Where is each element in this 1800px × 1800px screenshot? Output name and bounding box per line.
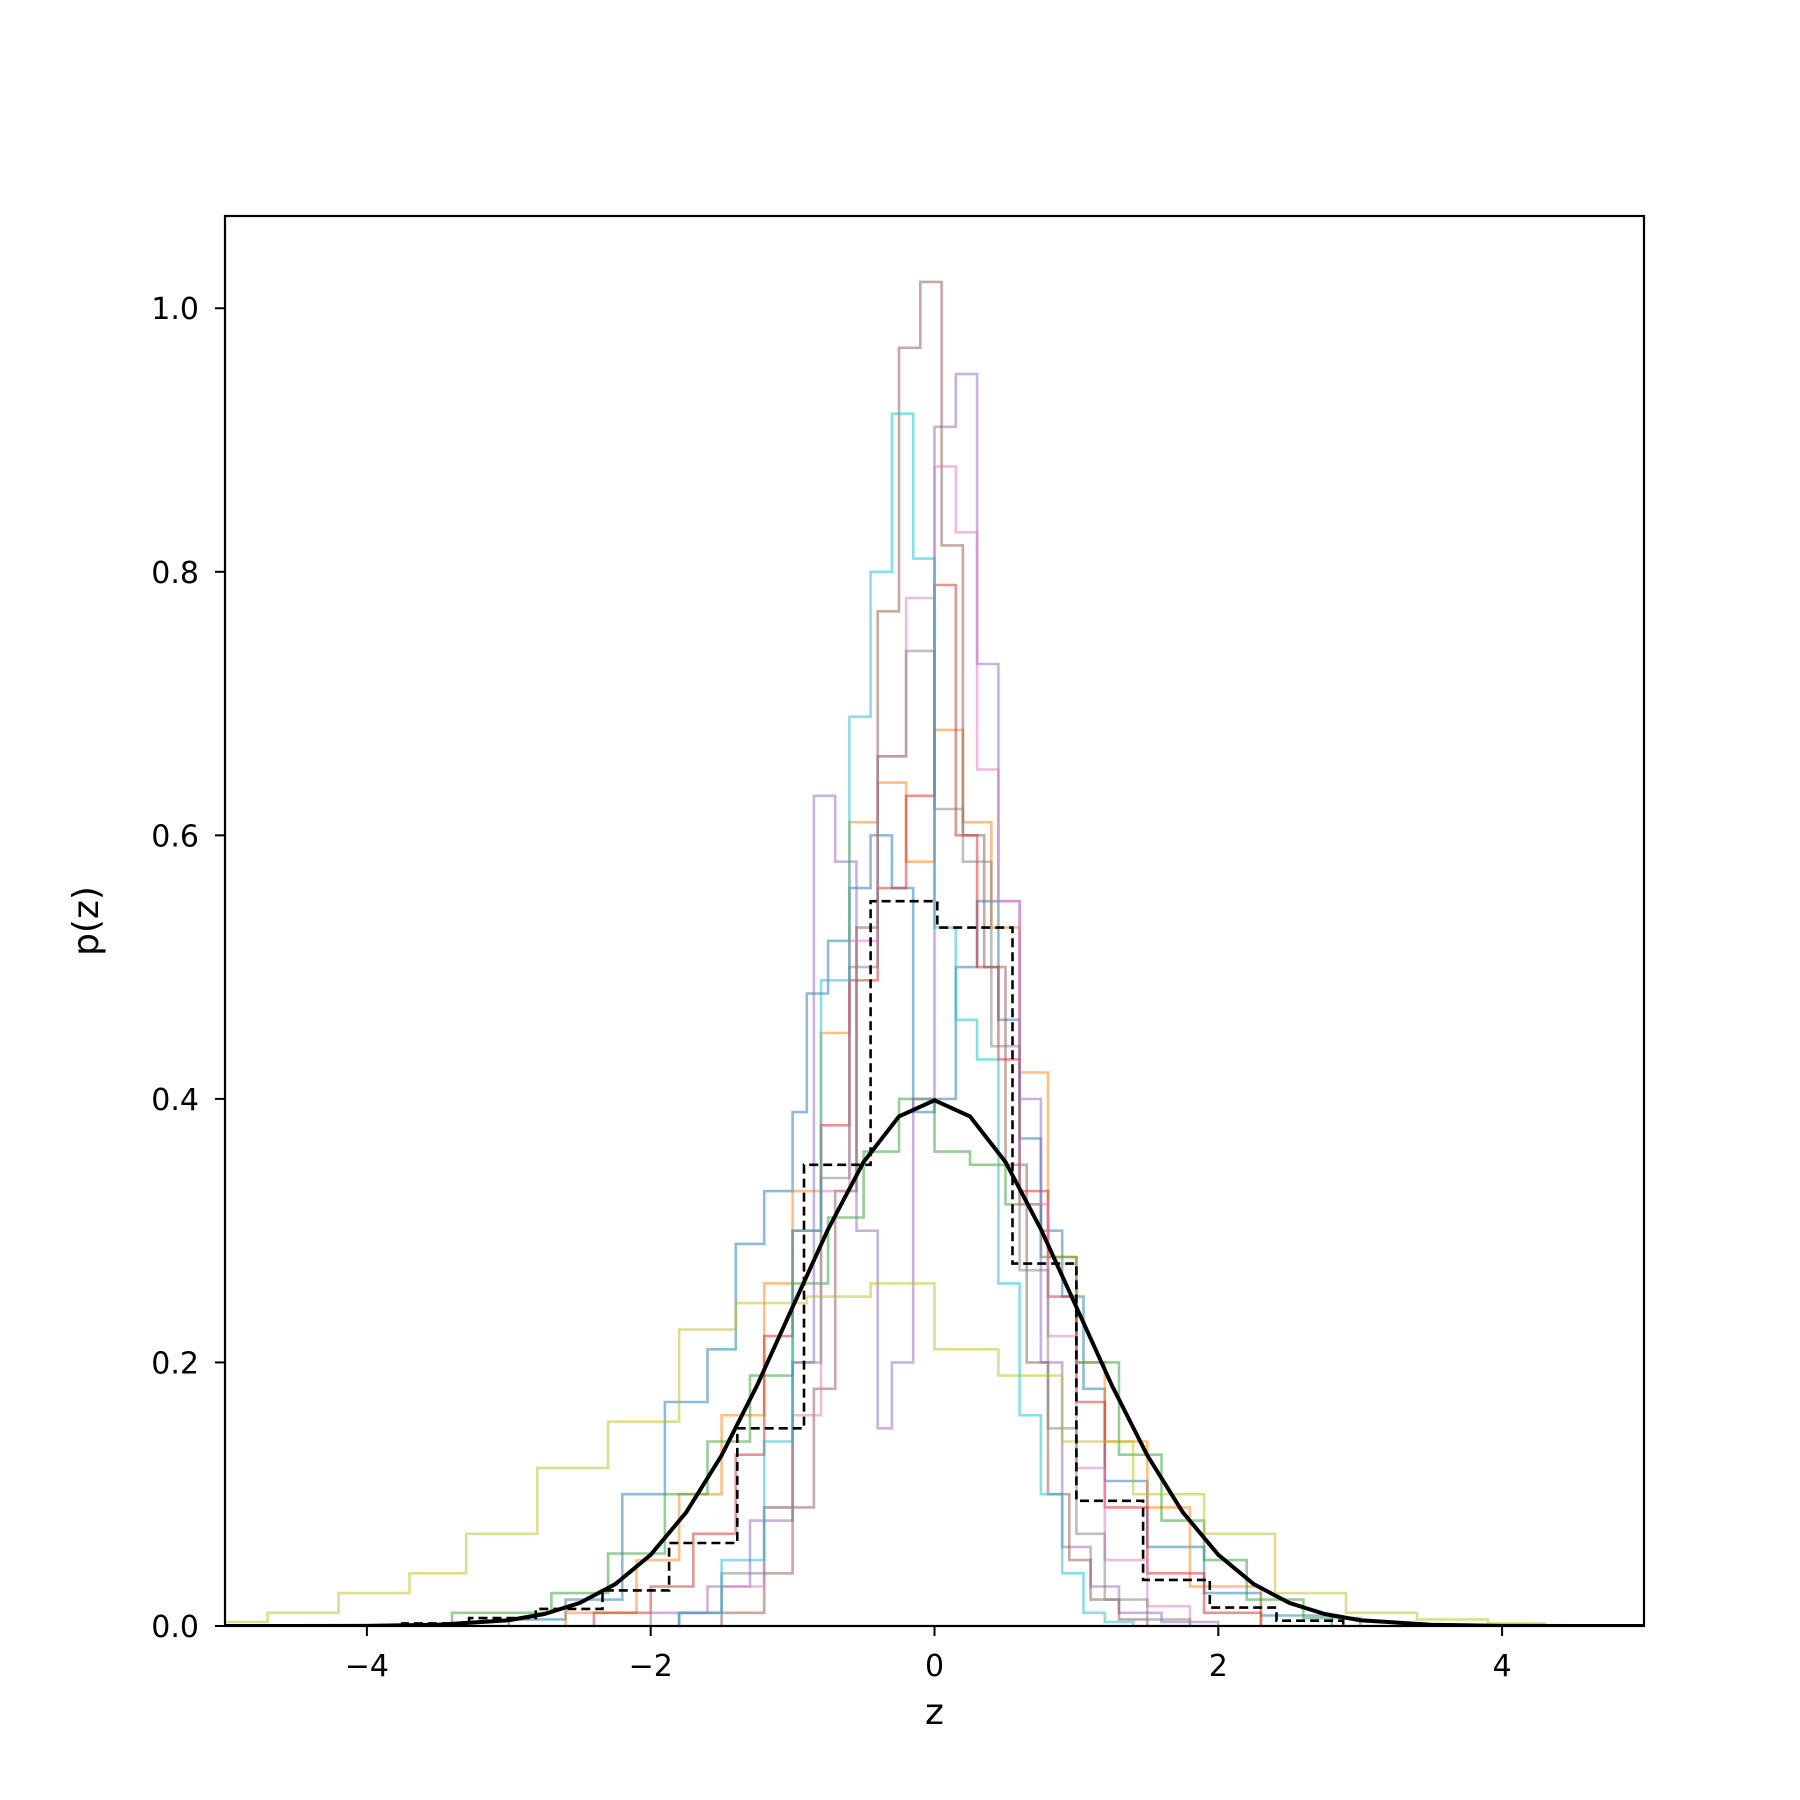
y-tick-label: 0.8 — [151, 556, 199, 591]
y-axis: 0.0 0.2 0.4 0.6 0.8 1.0 — [151, 292, 225, 1645]
x-tick-label: 4 — [1493, 1649, 1512, 1684]
histogram-series-8 — [225, 1282, 1546, 1626]
y-tick-label: 0.4 — [151, 1083, 199, 1118]
x-tick-label: −4 — [345, 1649, 389, 1684]
plot-area — [225, 280, 1644, 1626]
y-tick-label: 0.2 — [151, 1346, 199, 1381]
x-axis: −4 −2 0 2 4 — [345, 1626, 1512, 1684]
x-tick-label: 2 — [1209, 1649, 1228, 1684]
x-tick-label: −2 — [629, 1649, 673, 1684]
normal-pdf-curve — [225, 1098, 1644, 1626]
histogram-series-9 — [677, 412, 1135, 1626]
y-tick-label: 1.0 — [151, 292, 199, 327]
y-axis-label: p(z) — [66, 886, 107, 956]
y-tick-label: 0.6 — [151, 819, 199, 854]
histogram-series-5 — [720, 280, 1149, 1626]
histogram-series-dashed — [401, 899, 1345, 1626]
x-tick-label: 0 — [925, 1649, 944, 1684]
x-axis-label: z — [925, 1692, 944, 1733]
y-tick-label: 0.0 — [151, 1610, 199, 1645]
